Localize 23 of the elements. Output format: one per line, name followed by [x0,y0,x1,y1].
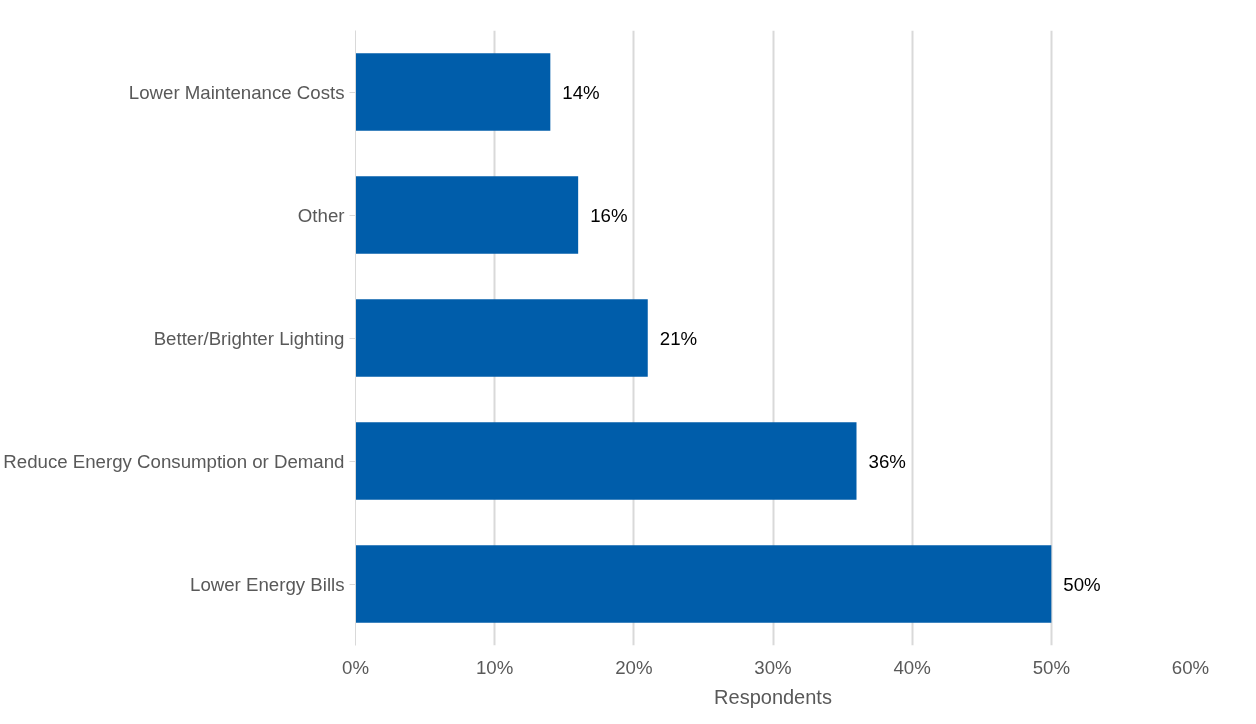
bar [355,545,1052,623]
y-tick-label: Lower Maintenance Costs [128,81,345,103]
data-label: 16% [590,204,628,226]
x-tick-label: 60% [1171,656,1210,678]
y-tick-label: Lower Energy Bills [190,573,345,595]
x-tick-label: 30% [754,656,792,678]
bar [355,299,648,377]
x-axis-title: Respondents [714,685,832,708]
data-label: 14% [562,81,600,103]
data-label: 36% [868,450,906,472]
y-tick-label: Better/Brighter Lighting [153,327,345,349]
y-tick-label: Reduce Energy Consumption or Demand [3,450,345,472]
x-tick-label: 0% [342,656,369,678]
y-tick-label: Other [297,204,345,226]
bar [355,53,551,131]
data-label: 21% [659,327,698,349]
bar [355,176,579,254]
data-label: 50% [1063,573,1101,595]
x-tick-label: 20% [615,656,653,678]
bar [355,422,857,500]
x-tick-label: 50% [1032,656,1071,678]
x-tick-label: 40% [893,656,931,678]
x-tick-label: 10% [476,656,514,678]
